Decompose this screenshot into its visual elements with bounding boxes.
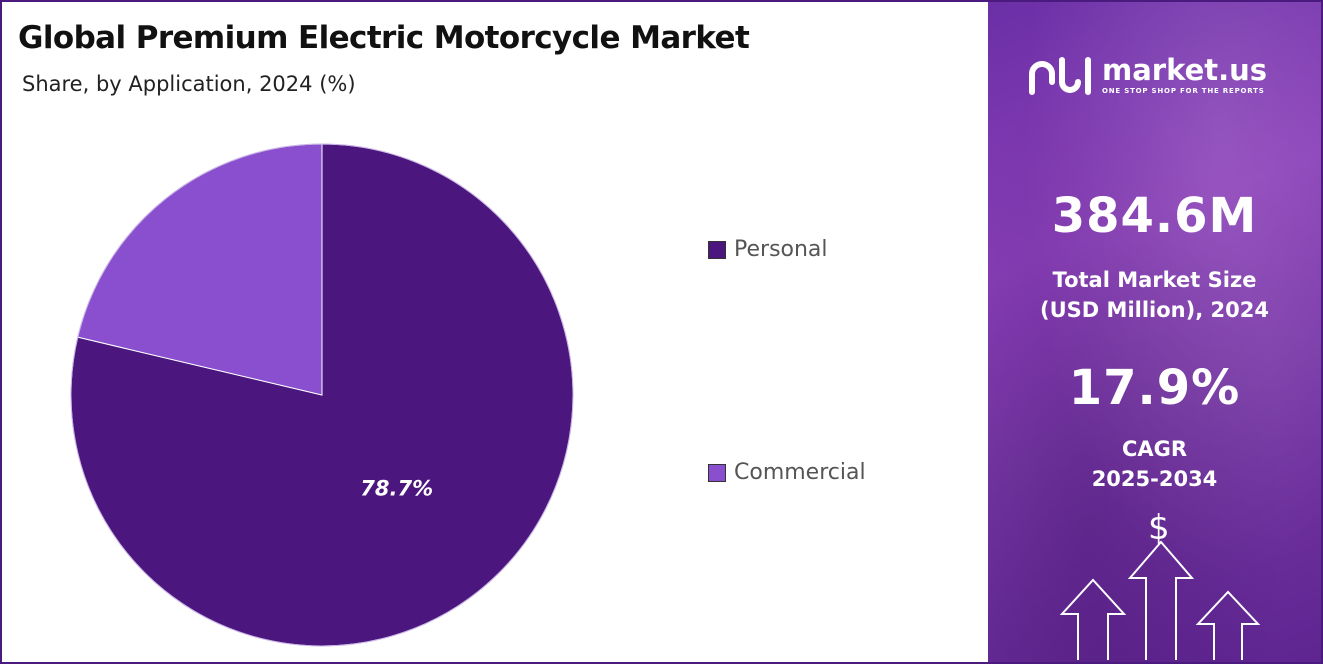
- legend-label-commercial: Commercial: [734, 460, 866, 485]
- chart-title: Global Premium Electric Motorcycle Marke…: [18, 20, 750, 56]
- pie-data-label-personal: 78.7%: [360, 476, 433, 500]
- pie-outline: [70, 143, 574, 647]
- brand-logo[interactable]: market.us ONE STOP SHOP FOR THE REPORTS: [1028, 52, 1267, 98]
- pie-chart: 78.7%: [70, 143, 574, 647]
- chart-subtitle: Share, by Application, 2024 (%): [22, 72, 356, 96]
- legend-swatch-commercial: [708, 463, 726, 482]
- growth-arrows: [1059, 540, 1261, 660]
- brand-tagline: ONE STOP SHOP FOR THE REPORTS: [1102, 87, 1265, 95]
- legend-label-personal: Personal: [734, 237, 828, 262]
- dollar-icon: $: [1148, 508, 1170, 548]
- market-size-label-line2: (USD Million), 2024: [1040, 298, 1269, 322]
- market-size-value: 384.6M: [1051, 188, 1258, 244]
- legend-swatch-personal: [708, 240, 726, 259]
- cagr-value: 17.9%: [1068, 360, 1241, 416]
- cagr-label-line1: CAGR: [1121, 437, 1188, 461]
- brand-name: market.us: [1102, 53, 1268, 87]
- market-size-label-line1: Total Market Size: [1052, 268, 1257, 292]
- chart-panel: Global Premium Electric Motorcycle Marke…: [2, 2, 987, 662]
- up-arrow-icon: [1195, 590, 1261, 660]
- legend-item-personal[interactable]: Personal: [708, 237, 828, 262]
- summary-sidebar: market.us ONE STOP SHOP FOR THE REPORTS …: [988, 2, 1321, 662]
- market-us-logo-icon: [1029, 57, 1091, 95]
- legend-item-commercial[interactable]: Commercial: [708, 460, 866, 485]
- cagr-label-line2: 2025-2034: [1091, 467, 1218, 491]
- up-arrow-icon: [1059, 578, 1127, 660]
- up-arrow-icon: [1127, 540, 1195, 660]
